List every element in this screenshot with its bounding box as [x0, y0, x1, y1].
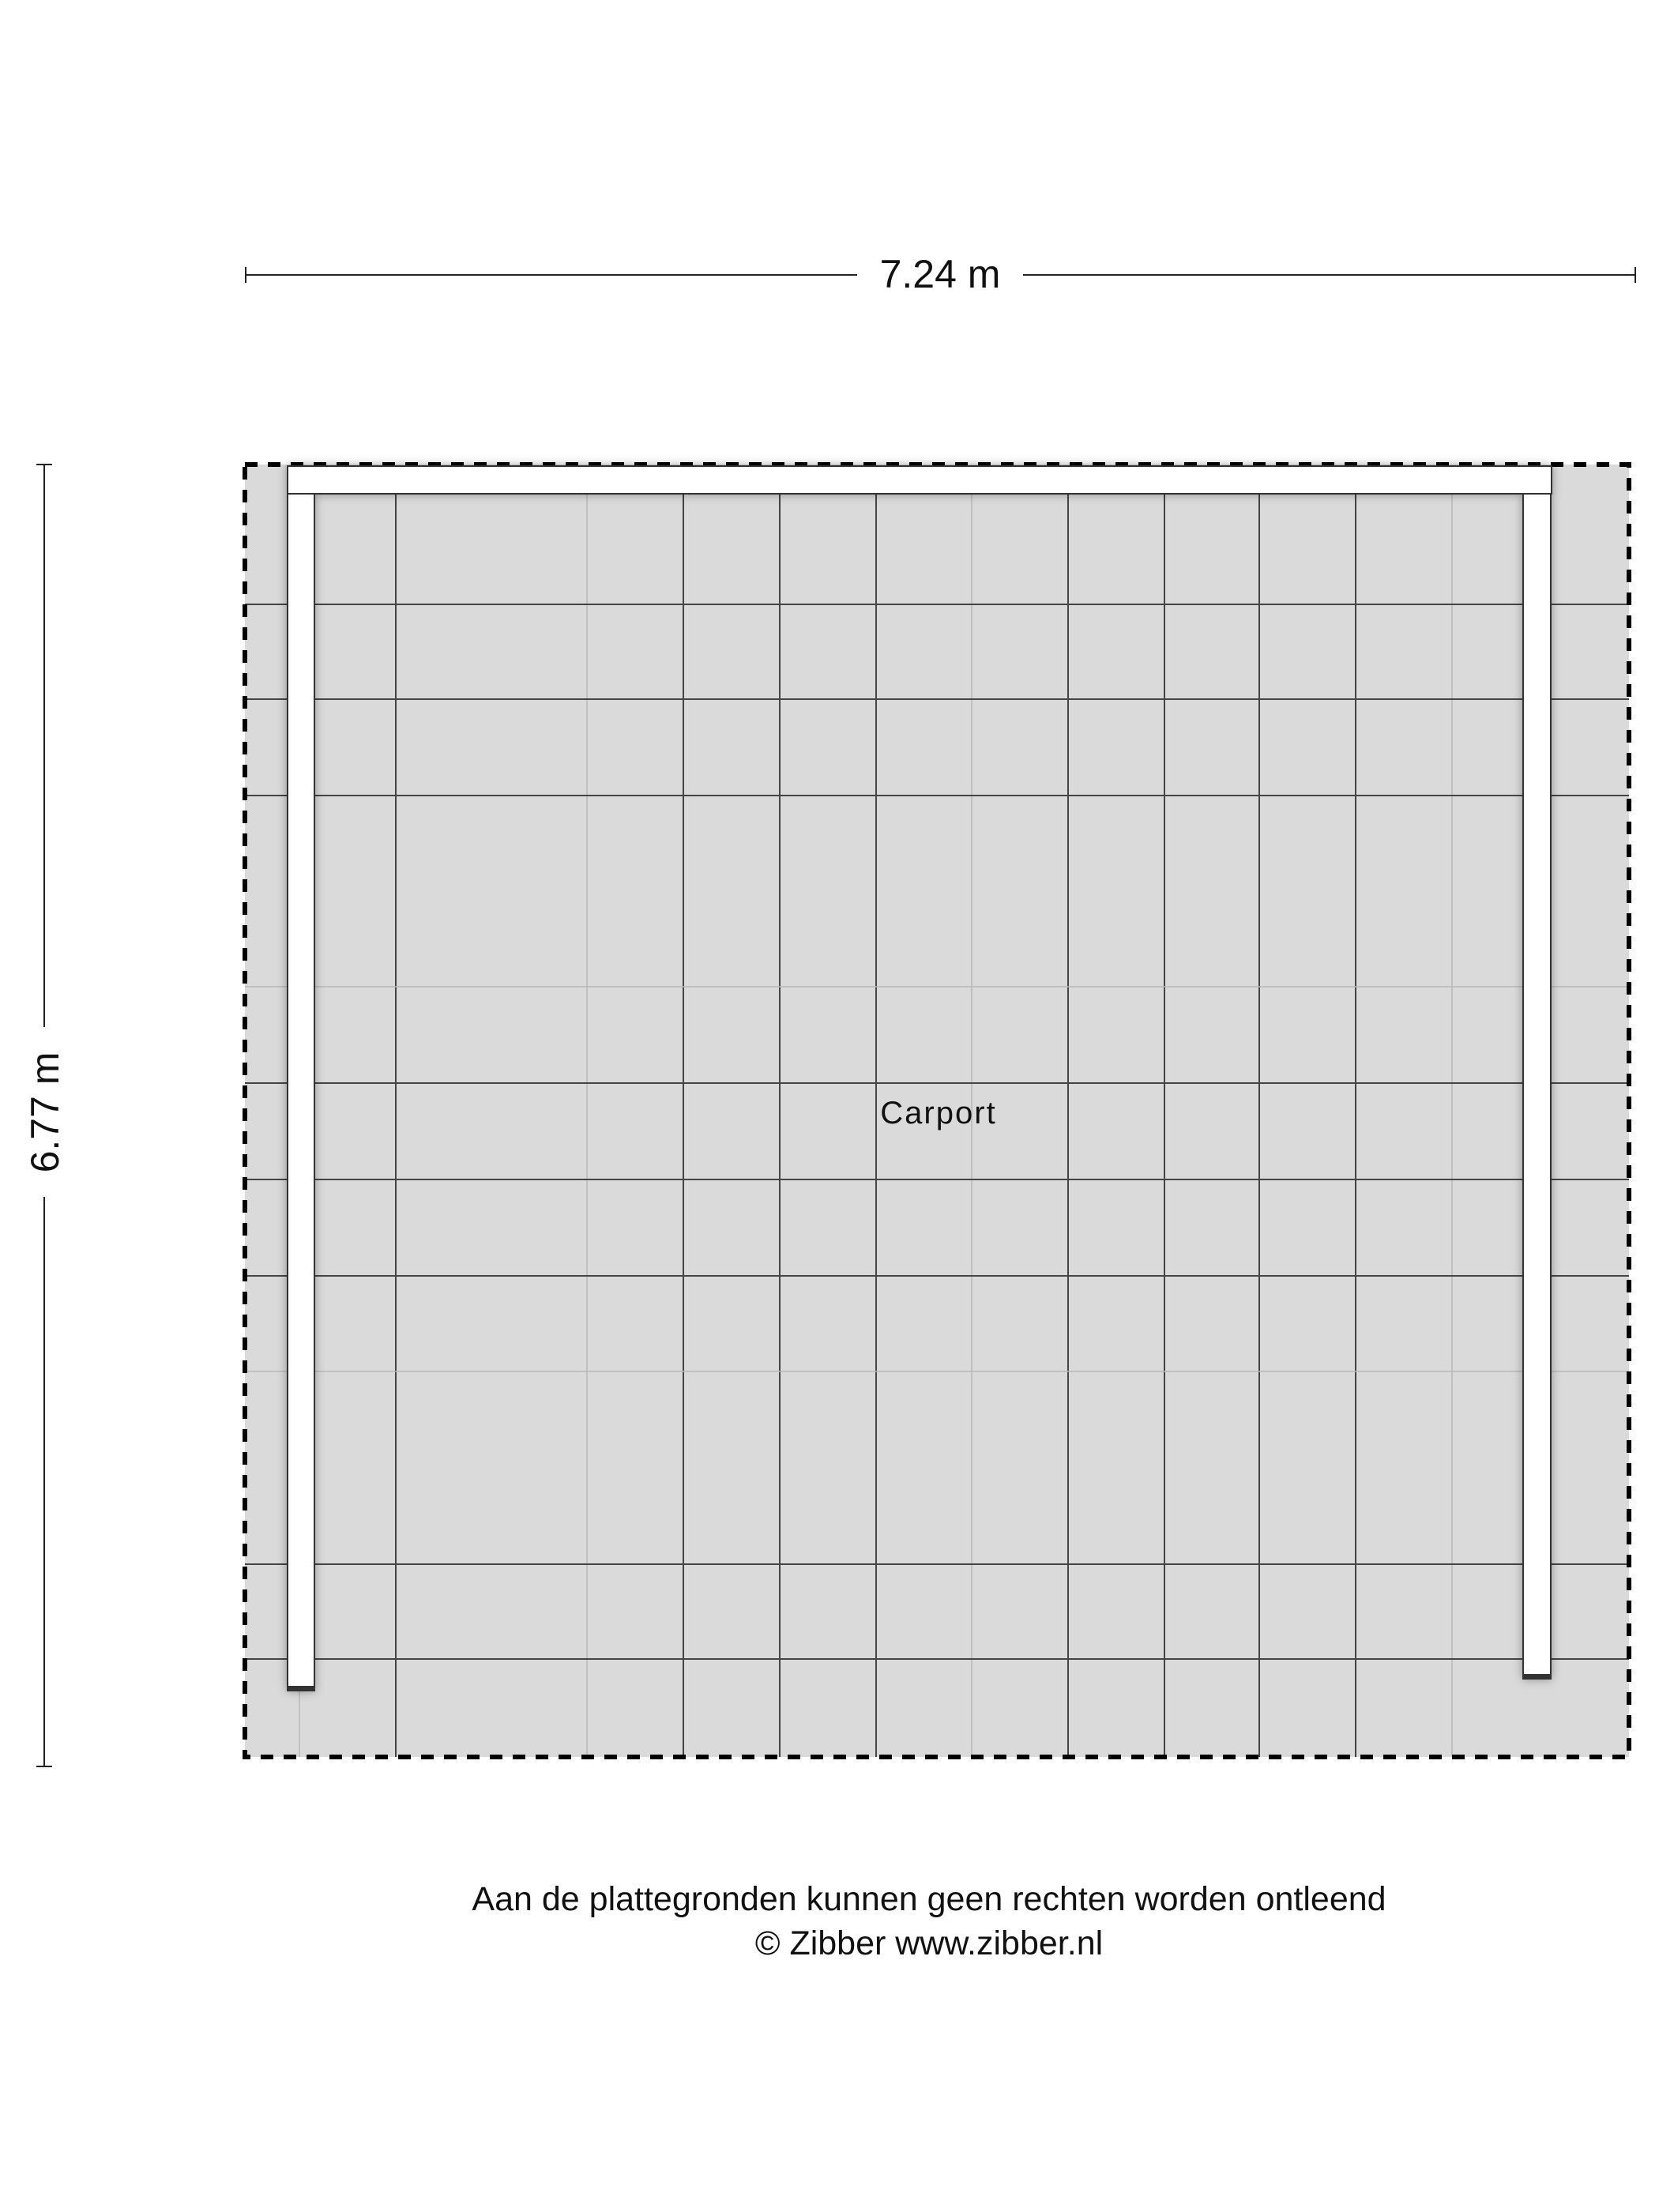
- carport-floor: [245, 465, 1629, 1757]
- height-label: 6.77 m: [23, 1052, 67, 1173]
- right-post-end: [1523, 1674, 1551, 1679]
- height-dimension: 6.77 m: [23, 464, 67, 1767]
- left-post: [287, 493, 315, 1691]
- room-label: Carport: [880, 1096, 996, 1130]
- copyright: © Zibber www.zibber.nl: [755, 1924, 1103, 1962]
- plot-boundary: [243, 462, 1631, 1759]
- top-beam: [287, 465, 1552, 495]
- width-label: 7.24 m: [880, 252, 1001, 296]
- width-dimension: 7.24 m: [245, 252, 1636, 296]
- disclaimer: Aan de plattegronden kunnen geen rechten…: [472, 1880, 1386, 1918]
- right-post: [1522, 493, 1552, 1680]
- left-post-end: [288, 1686, 314, 1691]
